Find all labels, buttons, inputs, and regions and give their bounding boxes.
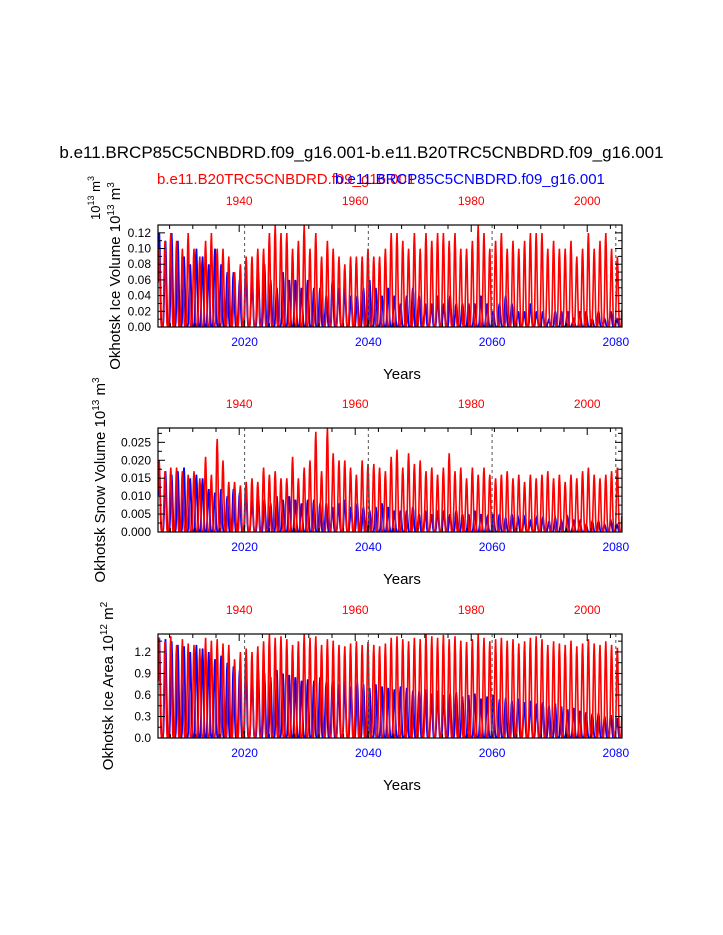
x-tick-label-top: 1940 [226,194,253,208]
y-tick-label: 0.12 [128,226,152,240]
x-axis-label: Years [383,366,421,383]
y-tick-label: 0.9 [134,666,151,680]
panel-2: 0.000 0.005 0.010 0.015 0.020 0.025 2020 2040 20… [91,377,629,588]
y-tick-label: 0.025 [121,435,151,449]
y-axis-label: Okhotsk Ice Volume 1013 m3 [106,182,124,370]
y-tick-label: 0.04 [128,289,152,303]
x-tick-label-top: 1980 [458,397,485,411]
x-tick-label-top: 1960 [342,397,369,411]
x-tick-label-bottom: 2020 [231,540,258,554]
y-tick-label: 0.00 [128,320,152,334]
series-line-red [158,428,622,532]
x-axis-label: Years [383,777,421,794]
x-tick-label-top: 1960 [342,194,369,208]
x-tick-label-top: 1940 [226,397,253,411]
y-tick-label: 1.2 [134,645,151,659]
y-tick-label: 0.06 [128,273,152,287]
x-tick-label-bottom: 2040 [355,335,382,349]
x-tick-label-bottom: 2060 [479,335,506,349]
y-axis-label: Okhotsk Snow Volume 1013 m3 [91,377,109,583]
legend-red-series: b.e11.B20TRC5CNBDRD.f09_g16.001 [157,171,416,188]
plot-area [158,225,622,327]
y-tick-label: 0.3 [134,709,151,723]
panel-3: 0.0 0.3 0.6 0.9 1.2 2020 2040 2060 2080 1940 1960 1… [99,601,629,794]
x-tick-label-top: 1960 [342,603,369,617]
x-tick-label-top: 2000 [574,194,601,208]
plot-frame [157,633,623,739]
x-tick-label-bottom: 2020 [231,746,258,760]
y-tick-label: 0.02 [128,304,152,318]
x-tick-label-bottom: 2020 [231,335,258,349]
plot-frame [157,224,623,328]
x-tick-label-bottom: 2040 [355,746,382,760]
legend-blue-series: b.e11.BRCP85C5CNBDRD.f09_g16.001 [335,171,605,188]
x-tick-label-bottom: 2080 [602,335,629,349]
y-tick-label: 0.020 [121,453,151,467]
x-tick-label-top: 2000 [574,397,601,411]
y-tick-label: 0.000 [121,525,151,539]
y-tick-label: 0.10 [128,242,152,256]
y-tick-label: 0.08 [128,257,152,271]
plot-frame [157,427,623,533]
y-tick-label: 0.6 [134,688,151,702]
x-tick-label-bottom: 2040 [355,540,382,554]
x-tick-label-top: 2000 [574,603,601,617]
x-tick-label-bottom: 2060 [479,746,506,760]
x-tick-label-bottom: 2080 [602,746,629,760]
y-tick-label: 0.0 [134,731,151,745]
x-tick-label-bottom: 2080 [602,540,629,554]
y-tick-label: 0.010 [121,489,151,503]
panel-1: 0.00 0.020.04 0.06 0.080.10 0.12 2020 2040 2060… [86,176,629,383]
plot-area [158,634,622,738]
y-tick-label: 0.005 [121,507,151,521]
y-tick-label: 0.015 [121,471,151,485]
y-axis-label: Okhotsk Ice Area 1012 m2 [99,601,117,770]
series-line-red [158,225,622,327]
chart-title: b.e11.BRCP85C5CNBDRD.f09_g16.001-b.e11.B… [59,143,664,162]
plot-area [158,428,622,532]
x-tick-label-bottom: 2060 [479,540,506,554]
x-tick-label-top: 1940 [226,603,253,617]
units-label: 1013 m3 [86,176,103,220]
x-tick-label-top: 1980 [458,603,485,617]
x-axis-label: Years [383,571,421,588]
x-tick-label-top: 1980 [458,194,485,208]
series-line-red [158,634,622,738]
